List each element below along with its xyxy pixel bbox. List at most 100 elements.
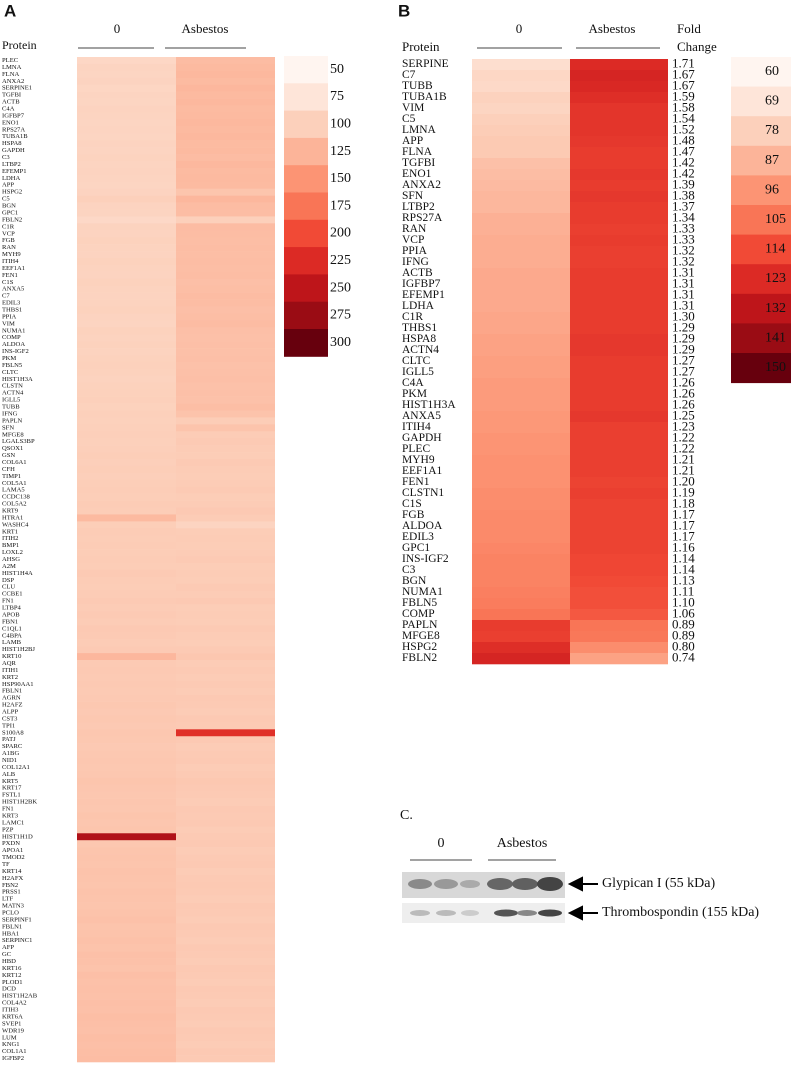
arrow xyxy=(567,876,598,921)
heatmap-cell xyxy=(472,81,570,93)
heatmap-cell xyxy=(77,77,176,86)
heatmap-cell xyxy=(176,209,275,217)
fold-change: 1.22 xyxy=(672,429,695,444)
row-label: GC xyxy=(2,951,12,958)
row-label: ENO1 xyxy=(402,168,432,180)
heatmap-cell xyxy=(176,895,275,903)
heatmap-cell xyxy=(570,587,668,599)
heatmap-cell xyxy=(176,154,275,162)
heatmap-cell xyxy=(176,784,275,792)
fold-change: 1.23 xyxy=(672,418,695,433)
row-label: ANXA5 xyxy=(402,410,441,422)
row-label: CLU xyxy=(2,584,15,591)
heatmap-cell xyxy=(472,576,570,588)
heatmap-cell xyxy=(77,251,176,259)
row-label: GAPDH xyxy=(2,147,25,154)
heatmap-cell xyxy=(472,59,570,71)
fold-change: 0.89 xyxy=(672,616,695,631)
legend-label: 96 xyxy=(765,182,779,197)
group-label: 0 xyxy=(114,21,121,36)
heatmap-cell xyxy=(570,257,668,269)
heatmap-cell xyxy=(176,70,275,79)
row-label: C4BPA xyxy=(2,632,22,639)
row-label: VIM xyxy=(2,320,15,327)
heatmap-cell xyxy=(176,736,275,744)
legend-label: 50 xyxy=(330,62,344,77)
row-label: MYH9 xyxy=(402,454,435,466)
heatmap-cell xyxy=(77,673,176,682)
heatmap-cell xyxy=(176,223,275,231)
row-label: HIST1H1D xyxy=(2,833,33,840)
legend-swatch xyxy=(731,57,791,88)
fold-change: 1.21 xyxy=(672,451,695,466)
row-label: PKM xyxy=(402,388,427,400)
heatmap-cell xyxy=(77,833,176,841)
heatmap-cell xyxy=(176,673,275,682)
heatmap-cell xyxy=(77,971,176,980)
heatmap-cell xyxy=(472,653,570,665)
panel-label: A xyxy=(4,1,16,20)
row-label: ITIH3 xyxy=(2,1007,19,1014)
heatmap-cell xyxy=(472,202,570,214)
heatmap-cell xyxy=(77,923,176,931)
heatmap-cell xyxy=(77,403,176,411)
row-label: BMP1 xyxy=(2,542,19,549)
heatmap-cell xyxy=(472,235,570,247)
heatmap-cell xyxy=(176,937,275,945)
row-label: C1R xyxy=(402,311,423,323)
row-label: FN1 xyxy=(2,598,14,605)
heatmap-cell xyxy=(176,916,275,924)
heatmap-cell xyxy=(176,923,275,931)
row-label: KRT17 xyxy=(2,785,22,792)
heatmap-cell xyxy=(176,1048,275,1056)
fold-change: 1.26 xyxy=(672,396,695,411)
heatmap-cell xyxy=(176,500,275,508)
heatmap-cell xyxy=(176,299,275,307)
heatmap-cell xyxy=(77,237,176,245)
heatmap-cell xyxy=(77,680,176,689)
row-label: TUBB xyxy=(402,80,433,92)
fold-change: 1.26 xyxy=(672,374,695,389)
legend-label: 105 xyxy=(765,212,786,227)
fold-change: 1.14 xyxy=(672,561,695,576)
heatmap-cell xyxy=(176,438,275,446)
heatmap-cell xyxy=(77,874,176,883)
heatmap-cell xyxy=(570,279,668,291)
heatmap-cell xyxy=(176,666,275,675)
fold-change: 1.39 xyxy=(672,176,695,191)
heatmap-cell xyxy=(176,971,275,980)
heatmap-cell xyxy=(77,126,176,134)
heatmap-cell xyxy=(176,757,275,765)
fold-change: 1.27 xyxy=(672,363,695,378)
row-label: MFGE8 xyxy=(402,630,440,642)
row-label: IFNG xyxy=(402,256,429,268)
legend-swatch xyxy=(284,56,328,84)
legend-label: 87 xyxy=(765,153,779,168)
heatmap-cell xyxy=(77,1034,176,1042)
fold-change: 1.31 xyxy=(672,297,695,312)
row-label: C1QL1 xyxy=(2,625,22,632)
heatmap-cell xyxy=(176,237,275,245)
row-label: KRT10 xyxy=(2,653,22,660)
heatmap-cell xyxy=(176,535,275,543)
row-label: AGRN xyxy=(2,695,21,702)
row-label: PAPLN xyxy=(402,619,438,631)
row-label: C4A xyxy=(2,105,15,112)
fold-change: 1.17 xyxy=(672,506,695,521)
row-label: MFGE8 xyxy=(2,431,24,438)
heatmap-cell xyxy=(570,136,668,148)
heatmap-cell xyxy=(570,455,668,467)
row-label: EDIL3 xyxy=(2,300,21,307)
legend-label: 225 xyxy=(330,253,351,268)
row-label: C1S xyxy=(402,498,422,510)
heatmap-cell xyxy=(77,542,176,550)
heatmap-cell xyxy=(77,1048,176,1056)
heatmap-cell xyxy=(176,188,275,196)
row-label: COL1A1 xyxy=(2,1048,27,1055)
row-label: KRT16 xyxy=(2,965,22,972)
row-label: IGFBP7 xyxy=(2,112,25,119)
row-label: LAMC1 xyxy=(2,819,24,826)
heatmap-cell xyxy=(176,202,275,210)
heatmap-cell xyxy=(176,521,275,529)
heatmap-cell xyxy=(77,264,176,273)
